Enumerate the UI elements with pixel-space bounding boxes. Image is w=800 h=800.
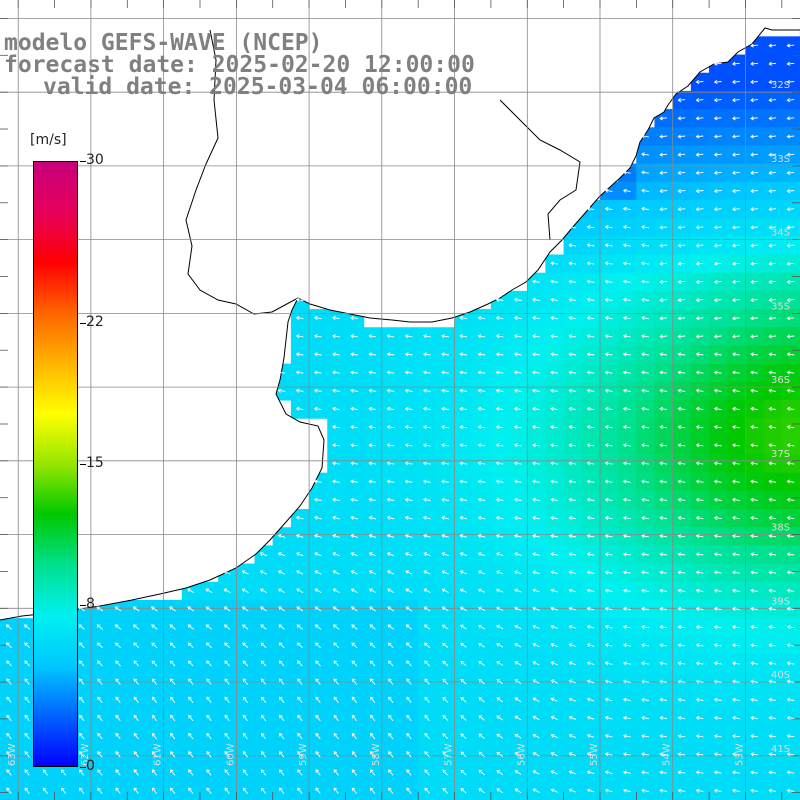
colorbar-tick [80, 767, 86, 768]
lon-label: 56W [516, 743, 527, 766]
lat-label: 36S [771, 375, 790, 386]
lat-label: 38S [771, 523, 790, 534]
colorbar [33, 161, 78, 767]
lon-label: 60W [225, 743, 236, 766]
lat-label: 39S [771, 596, 790, 607]
lat-label: 32S [771, 80, 790, 91]
lon-label: 57W [444, 743, 455, 766]
lon-label: 63W [7, 743, 18, 766]
colorbar-tick-label: 15 [86, 455, 104, 471]
colorbar-tick-label: 0 [86, 758, 95, 774]
lon-label: 62W [80, 743, 91, 766]
lon-label: 61W [153, 743, 164, 766]
lon-label: 58W [371, 743, 382, 766]
colorbar-unit: [m/s] [30, 132, 67, 148]
colorbar-tick [80, 161, 86, 162]
colorbar-tick-label: 30 [86, 152, 104, 168]
map-title-forecast-date: forecast date: 2025-02-20 12:00:00 [4, 52, 475, 78]
lat-label: 41S [771, 744, 790, 755]
lat-label: 35S [771, 301, 790, 312]
lon-label: 59W [298, 743, 309, 766]
colorbar-tick-label: 8 [86, 596, 95, 613]
colorbar-tick [80, 605, 86, 607]
map-title-model: modelo GEFS-WAVE (NCEP) [4, 30, 323, 56]
coastline [0, 27, 800, 621]
lat-label: 37S [771, 449, 790, 460]
lat-label: 40S [771, 670, 790, 681]
border-line [499, 99, 581, 241]
lat-label: 34S [771, 228, 790, 239]
colorbar-tick [80, 322, 86, 324]
lat-label: 33S [771, 154, 790, 165]
colorbar-tick [80, 464, 86, 465]
lon-label: 53W [735, 743, 746, 766]
wind-arrows [5, 43, 795, 794]
lon-label: 55W [589, 743, 600, 766]
colorbar-tick-label: 22 [86, 313, 104, 330]
lon-label: 54W [662, 743, 673, 766]
grid-labels: 32S 33S 34S 35S 36S 37S 38S 39S 40S 41S 63W 62W 61W 6… [7, 80, 790, 766]
map-title-valid-date: valid date: 2025-03-04 06:00:00 [43, 74, 473, 100]
border-line [185, 29, 299, 315]
